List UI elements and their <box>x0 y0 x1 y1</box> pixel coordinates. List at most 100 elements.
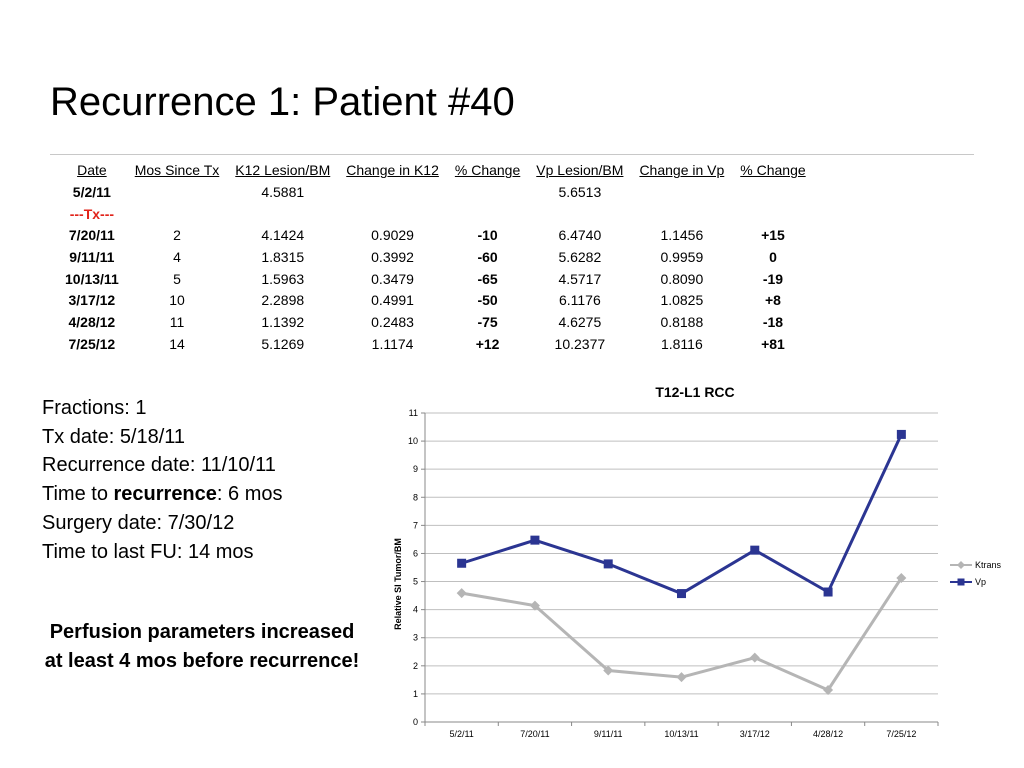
table-row: 5/2/11 4.5881 5.6513 <box>57 182 814 204</box>
cell-change-k12: 0.4991 <box>371 292 414 309</box>
x-tick-label: 9/11/11 <box>594 729 623 739</box>
col-header-pct-k12: % Change <box>454 162 521 179</box>
y-tick-label: 10 <box>408 436 418 446</box>
cell-pct-vp: -19 <box>762 270 784 287</box>
cell-mos: 4 <box>173 249 181 266</box>
cell-vp: 4.6275 <box>558 314 602 331</box>
table-row: 9/11/11 4 1.8315 0.3992 -60 5.6282 0.995… <box>57 247 814 269</box>
cell-k12: 1.8315 <box>261 249 305 266</box>
cell-vp: 10.2377 <box>554 335 606 352</box>
point-vp <box>457 558 467 568</box>
cell-mos: 5 <box>173 270 181 287</box>
x-tick-label: 3/17/12 <box>740 729 770 739</box>
cell-k12: 2.2898 <box>261 292 305 309</box>
y-tick-label: 1 <box>413 689 418 699</box>
table-header-row: Date Mos Since Tx K12 Lesion/BM Change i… <box>57 160 814 182</box>
cell-change-vp: 0.9959 <box>660 249 704 266</box>
point-ktrans <box>603 665 614 676</box>
x-tick-label: 10/13/11 <box>664 729 698 739</box>
legend-label-ktrans: Ktrans <box>975 560 1002 570</box>
cell-change-k12: 1.1174 <box>371 335 414 352</box>
cell-vp: 4.5717 <box>558 270 602 287</box>
recurrence-date-line: Recurrence date: 11/10/11 <box>42 454 276 477</box>
point-ktrans <box>456 588 467 599</box>
tx-marker-row: ---Tx--- <box>57 203 814 225</box>
cell-date: 7/20/11 <box>68 227 115 244</box>
y-tick-label: 9 <box>413 464 418 474</box>
axis-layer: 0 1 2 3 4 5 6 7 8 9 10 11 5/2/11 7/20/11 9/11/11 10/13/… <box>408 408 939 739</box>
line-chart: T12-L1 RCC Relative SI Tumor/BM 0 1 2 3 4 5 6 7… <box>393 384 1002 739</box>
cell-date: 10/13/11 <box>65 270 119 287</box>
cell-pct-k12: -65 <box>477 270 498 287</box>
point-vp <box>530 535 540 545</box>
cell-pct-vp: +8 <box>764 292 781 309</box>
patient-info: Fractions: 1 Tx date: 5/18/11 Recurrence… <box>42 394 282 566</box>
cell-date: 4/28/12 <box>68 314 116 331</box>
col-header-change-vp: Change in Vp <box>639 162 725 179</box>
legend-marker-ktrans <box>957 561 965 569</box>
series-line-vp <box>461 433 903 596</box>
cell-k12: 1.1392 <box>261 314 305 331</box>
cell-k12: 5.1269 <box>261 335 305 352</box>
time-to-bold-word: recurrence <box>113 483 217 506</box>
table-row: 4/28/12 11 1.1392 0.2483 -75 4.6275 0.81… <box>57 312 814 334</box>
cell-date: 5/2/11 <box>72 184 111 201</box>
cell-vp: 5.6282 <box>558 249 602 266</box>
cell-k12: 1.5963 <box>261 270 305 287</box>
cell-change-vp: 0.8090 <box>660 270 704 287</box>
point-ktrans <box>749 652 760 663</box>
cell-change-vp <box>631 182 732 204</box>
cell-pct-vp: +15 <box>761 227 785 244</box>
y-axis-title: Relative SI Tumor/BM <box>393 538 403 630</box>
col-header-k12: K12 Lesion/BM <box>235 162 331 179</box>
point-ktrans <box>676 672 687 683</box>
point-vp <box>603 559 613 569</box>
table-row: 7/20/11 2 4.1424 0.9029 -10 6.4740 1.145… <box>57 225 814 247</box>
cell-vp: 5.6513 <box>558 184 602 201</box>
cell-vp: 6.1176 <box>558 292 601 309</box>
y-tick-label: 6 <box>413 548 418 558</box>
point-ktrans <box>529 600 540 611</box>
cell-pct-vp: -18 <box>762 314 784 331</box>
x-tick-label: 7/20/11 <box>520 729 549 739</box>
surgery-date-line: Surgery date: 7/30/12 <box>42 511 235 534</box>
cell-change-vp: 1.0825 <box>660 292 704 309</box>
cell-mos: 14 <box>169 335 185 352</box>
table-row: 3/17/12 10 2.2898 0.4991 -50 6.1176 1.08… <box>57 290 814 312</box>
col-header-date: Date <box>77 162 107 179</box>
tx-date-line: Tx date: 5/18/11 <box>42 425 186 448</box>
series-layer <box>456 429 907 695</box>
cell-pct-k12 <box>447 182 528 204</box>
col-header-mos: Mos Since Tx <box>134 162 220 179</box>
cell-vp: 6.4740 <box>558 227 602 244</box>
cell-date: 7/25/12 <box>68 335 116 352</box>
legend-label-vp: Vp <box>975 577 986 587</box>
x-tick-label: 4/28/12 <box>813 729 843 739</box>
col-header-pct-vp: % Change <box>740 162 806 179</box>
cell-mos: 10 <box>169 292 185 309</box>
table-row: 10/13/11 5 1.5963 0.3479 -65 4.5717 0.80… <box>57 268 814 290</box>
conclusion-text: Perfusion parameters increased at least … <box>44 621 360 672</box>
col-header-change-k12: Change in K12 <box>346 162 439 179</box>
point-ktrans <box>896 572 907 583</box>
y-tick-label: 2 <box>413 661 418 671</box>
cell-mos: 11 <box>169 314 185 331</box>
chart-title: T12-L1 RCC <box>655 384 734 400</box>
cell-k12: 4.1424 <box>261 227 305 244</box>
point-vp <box>750 545 760 555</box>
grid-layer <box>425 412 938 723</box>
y-tick-label: 5 <box>413 577 418 587</box>
cell-pct-vp: +81 <box>761 335 785 352</box>
cell-change-vp: 1.8116 <box>660 335 703 352</box>
y-tick-label: 11 <box>409 408 418 418</box>
point-vp <box>677 589 686 599</box>
cell-change-k12: 0.3992 <box>371 249 414 266</box>
cell-k12: 4.5881 <box>261 184 305 201</box>
cell-change-vp: 0.8188 <box>660 314 704 331</box>
y-tick-label: 8 <box>413 492 418 502</box>
x-tick-label: 7/25/12 <box>886 729 916 739</box>
cell-change-k12: 0.9029 <box>371 227 414 244</box>
point-ktrans <box>823 684 834 695</box>
y-tick-label: 3 <box>413 633 418 643</box>
cell-change-k12 <box>338 182 447 204</box>
